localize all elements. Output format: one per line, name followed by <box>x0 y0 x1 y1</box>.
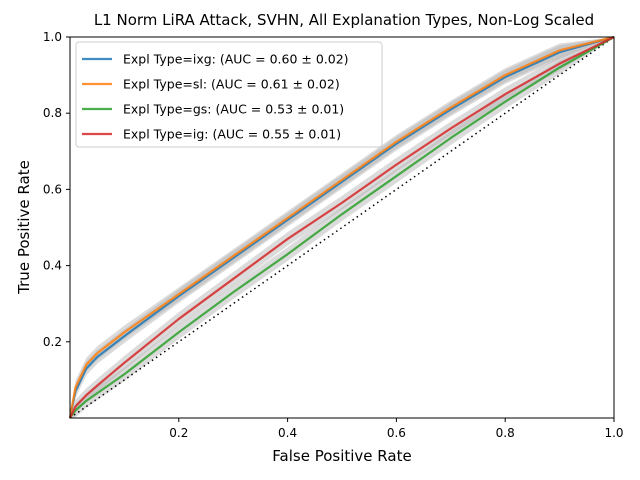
legend-label-1: Expl Type=sl: (AUC = 0.61 ± 0.02) <box>123 77 340 92</box>
plot-frame <box>69 36 615 419</box>
x-tick-label: 0.6 <box>387 426 406 440</box>
y-tick-label: 0.8 <box>43 106 62 120</box>
x-tick-label: 0.4 <box>278 426 297 440</box>
x-tick-label: 0.8 <box>496 426 515 440</box>
x-axis-label: False Positive Rate <box>272 447 411 465</box>
roc-line-1 <box>68 35 615 419</box>
legend-label-2: Expl Type=gs: (AUC = 0.53 ± 0.01) <box>123 102 344 117</box>
x-tick-label: 1.0 <box>604 426 623 440</box>
y-tick-label: 0.2 <box>43 335 62 349</box>
roc-series-lines <box>68 35 615 419</box>
roc-line-2 <box>69 36 615 419</box>
chance-reference-line <box>69 36 615 419</box>
y-tick-label: 0.6 <box>43 182 62 196</box>
x-tick-label: 0.2 <box>169 426 188 440</box>
y-axis-label: True Positive Rate <box>15 160 33 295</box>
legend-box <box>75 41 383 148</box>
legend-label-3: Expl Type=ig: (AUC = 0.55 ± 0.01) <box>123 127 341 142</box>
roc-line-3 <box>69 36 615 419</box>
x-axis-ticks: 0.2 0.4 0.6 0.8 1.0 <box>169 418 624 440</box>
legend-label-0: Expl Type=ixg: (AUC = 0.60 ± 0.02) <box>123 52 349 67</box>
y-tick-label: 0.4 <box>43 259 62 273</box>
y-tick-label: 1.0 <box>43 30 62 44</box>
y-axis-ticks: 0.2 0.4 0.6 0.8 1.0 <box>43 30 70 349</box>
roc-line-0 <box>68 35 615 419</box>
legend: Expl Type=ixg: (AUC = 0.60 ± 0.02) Expl T… <box>75 41 383 148</box>
chart-title: L1 Norm LiRA Attack, SVHN, All Explanati… <box>94 11 594 29</box>
